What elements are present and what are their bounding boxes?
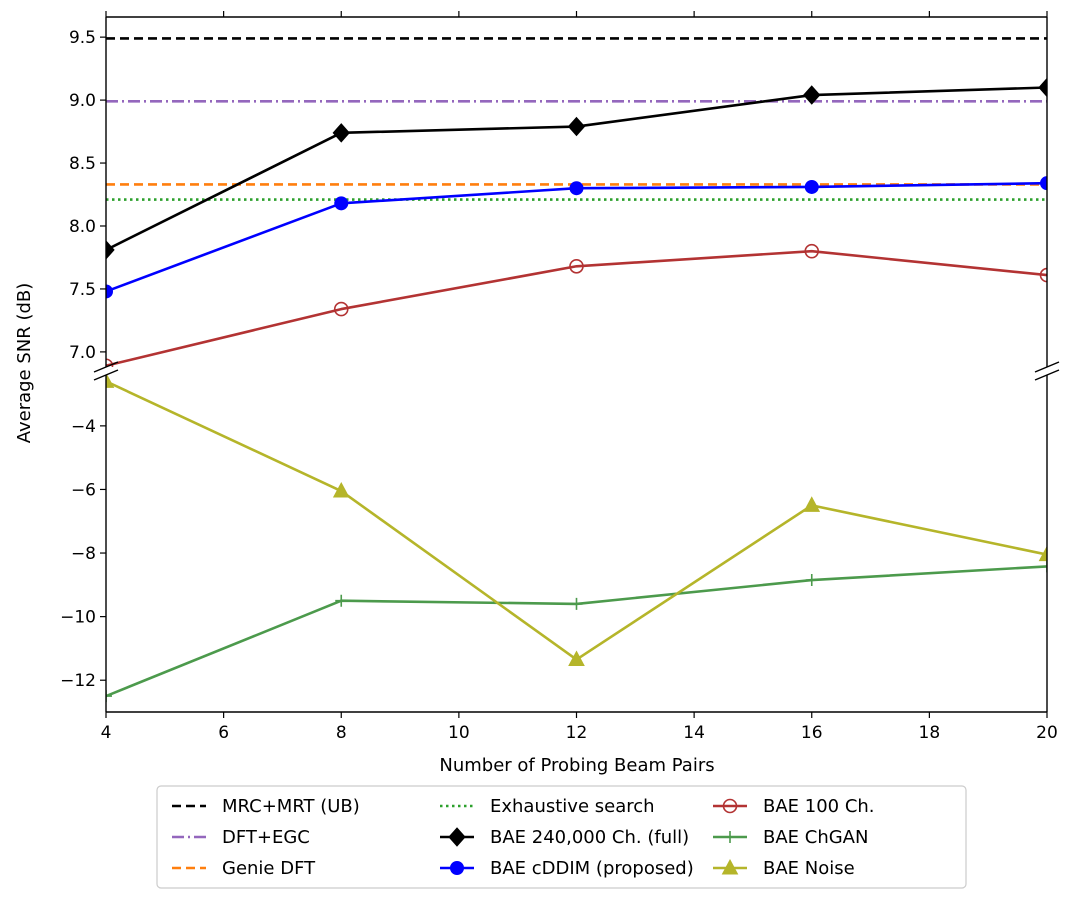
data-point-bae-cddim-proposed [804, 179, 819, 194]
legend-label: DFT+EGC [222, 827, 310, 848]
x-tick-label: 14 [683, 723, 705, 743]
legend-item-bae-cddim-proposed: BAE cDDIM (proposed) [440, 858, 694, 879]
data-point-bae-cddim-proposed [106, 284, 113, 299]
x-axis: 4 6 8 10 12 14 16 18 20 [101, 11, 1058, 743]
legend-label: BAE ChGAN [763, 827, 868, 848]
upper-plot-area: 7.0 7.5 8.0 8.5 9.0 9.5 [69, 16, 1060, 373]
legend-item-bae-chgan: BAE ChGAN [713, 827, 868, 848]
legend-marker [721, 858, 739, 875]
y-tick-label: −12 [60, 671, 96, 691]
legend-item-bae-100-ch: BAE 100 Ch. [713, 796, 875, 817]
y-tick-label: 7.0 [69, 343, 96, 363]
y-tick-label: 7.5 [69, 280, 96, 300]
axis-break-mark [1034, 361, 1060, 373]
y-tick-label: −8 [71, 544, 96, 564]
data-point-bae-cddim-proposed [334, 196, 349, 211]
data-point-bae-100-ch [569, 258, 584, 274]
legend-marker [724, 831, 736, 843]
data-point-bae-noise [568, 650, 585, 667]
y-tick-label: 8.0 [69, 217, 96, 237]
legend-item-genie-dft: Genie DFT [172, 858, 316, 879]
legend-item-mrc-mrt-ub: MRC+MRT (UB) [172, 796, 360, 817]
legend: MRC+MRT (UB) DFT+EGC Genie DFT Exhaustive s… [156, 785, 967, 889]
legend-label: MRC+MRT (UB) [222, 796, 360, 817]
data-point-bae-noise [1038, 545, 1047, 562]
y-tick-label: −4 [71, 417, 96, 437]
axis-break-mark [1034, 369, 1060, 381]
y-tick-label: −6 [71, 480, 96, 500]
y-tick-label: 8.5 [69, 154, 96, 174]
data-point-bae-chgan [570, 597, 583, 610]
series-line-bae-chgan [106, 565, 1047, 698]
data-point-bae-100-ch [804, 243, 820, 259]
series-bae-240-000-ch-full [106, 77, 1047, 260]
data-point-bae-240-000-ch-full [106, 240, 115, 260]
x-tick-label: 20 [1036, 723, 1058, 743]
x-tick-label: 16 [801, 723, 823, 743]
axis-break-mark [93, 361, 119, 373]
x-axis-label: Number of Probing Beam Pairs [439, 755, 714, 776]
series-bae-100-ch [106, 243, 1047, 367]
legend-label: Exhaustive search [490, 796, 655, 817]
legend-marker [448, 827, 466, 847]
legend-item-bae-noise: BAE Noise [713, 858, 855, 879]
series-line-bae-100-ch [106, 249, 1047, 367]
data-point-bae-240-000-ch-full [803, 85, 821, 105]
series-bae-noise [106, 375, 1047, 667]
legend-marker [722, 798, 738, 814]
legend-label: BAE 240,000 Ch. (full) [490, 827, 689, 848]
x-tick-label: 12 [566, 723, 588, 743]
series-line-bae-240-000-ch-full [106, 86, 1047, 252]
x-tick-label: 10 [448, 723, 470, 743]
y-axis-label: Average SNR (dB) [14, 283, 35, 444]
legend-label: Genie DFT [222, 858, 316, 879]
legend-item-dft-egc: DFT+EGC [172, 827, 310, 848]
x-tick-label: 4 [101, 723, 112, 743]
lower-plot-area: −12 −10 −8 −6 −4 [60, 369, 1060, 713]
data-point-bae-noise [106, 375, 115, 388]
x-tick-label: 6 [218, 723, 229, 743]
data-point-bae-cddim-proposed [1040, 176, 1047, 191]
series-bae-chgan [106, 560, 1047, 703]
data-point-bae-240-000-ch-full [1038, 77, 1047, 98]
data-point-bae-noise [332, 481, 350, 498]
x-tick-label: 18 [919, 723, 941, 743]
series-bae-cddim-proposed [106, 176, 1047, 299]
legend-label: BAE Noise [763, 858, 855, 879]
data-point-bae-cddim-proposed [569, 181, 584, 196]
data-point-bae-chgan [1041, 560, 1047, 573]
axis-break-mark [93, 369, 119, 381]
x-tick-label: 8 [336, 723, 347, 743]
data-point-bae-100-ch [1039, 267, 1047, 283]
data-point-bae-noise [803, 496, 821, 512]
legend-label: BAE 100 Ch. [763, 796, 875, 817]
y-tick-label: 9.0 [69, 91, 96, 111]
legend-item-exhaustive-search: Exhaustive search [440, 796, 655, 817]
data-point-bae-240-000-ch-full [332, 123, 350, 143]
y-tick-label: −10 [60, 608, 96, 628]
data-point-bae-240-000-ch-full [567, 116, 586, 137]
data-point-bae-chgan [805, 574, 818, 587]
data-point-bae-100-ch [333, 301, 349, 317]
legend-frame [156, 785, 967, 889]
data-point-bae-chgan [106, 690, 112, 703]
legend-label: BAE cDDIM (proposed) [490, 858, 694, 879]
data-point-bae-chgan [335, 594, 348, 607]
legend-marker [450, 861, 464, 875]
legend-item-bae-240-000-ch-full: BAE 240,000 Ch. (full) [440, 827, 689, 848]
y-tick-label: 9.5 [69, 28, 96, 48]
data-point-bae-100-ch [106, 358, 114, 367]
series-line-bae-noise [106, 380, 1047, 661]
